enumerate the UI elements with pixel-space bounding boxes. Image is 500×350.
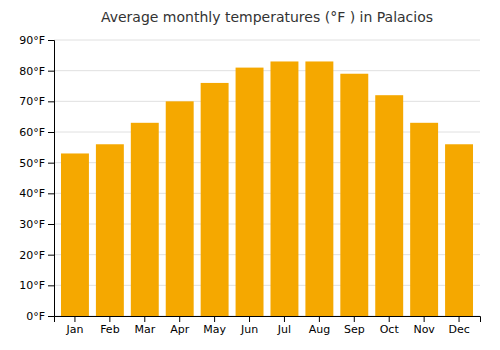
x-tick: Nov xyxy=(413,316,435,336)
bar xyxy=(340,74,368,316)
bar xyxy=(131,123,159,316)
grid-line xyxy=(54,70,480,71)
y-tick-label: 20°F xyxy=(19,249,45,262)
bar xyxy=(375,95,403,316)
y-axis-line xyxy=(48,41,55,317)
bar xyxy=(96,144,124,316)
x-tick-mark xyxy=(144,316,145,322)
y-tick: 60°F xyxy=(19,126,54,139)
y-tick-label: 60°F xyxy=(19,126,45,139)
x-tick-label: Nov xyxy=(413,323,435,336)
x-tick: Jun xyxy=(240,316,258,336)
y-tick: 80°F xyxy=(19,65,54,78)
grid xyxy=(54,40,480,316)
y-tick-label: 50°F xyxy=(19,157,45,170)
x-axis: Jan Feb Mar Apr May Jun Jul Aug Sep Oct Nov Dec xyxy=(55,316,481,336)
x-tick: Oct xyxy=(380,316,400,336)
x-tick: Jul xyxy=(277,316,291,336)
y-axis: 0°F 10°F 20°F 30°F 40°F 50°F 60°F 70°F 80°F 90°F xyxy=(19,34,54,323)
x-tick-label: Apr xyxy=(170,323,190,336)
x-tick-mark xyxy=(74,316,75,322)
y-tick-mark xyxy=(48,40,54,41)
bar xyxy=(201,83,229,316)
bar xyxy=(410,123,438,316)
bar xyxy=(166,101,194,316)
y-tick-label: 70°F xyxy=(19,95,45,108)
x-tick: Jan xyxy=(65,316,83,336)
bar xyxy=(305,61,333,316)
y-tick-label: 10°F xyxy=(19,279,45,292)
bar xyxy=(61,153,89,316)
y-tick: 10°F xyxy=(19,279,54,292)
y-tick-label: 80°F xyxy=(19,65,45,78)
x-tick-label: Feb xyxy=(100,323,119,336)
x-axis-line xyxy=(55,317,481,323)
x-tick-mark xyxy=(354,316,355,322)
y-tick-mark xyxy=(48,224,54,225)
y-tick-mark xyxy=(48,132,54,133)
y-tick: 90°F xyxy=(19,34,54,47)
x-tick-mark xyxy=(109,316,110,322)
x-tick: May xyxy=(203,316,226,336)
x-tick: Sep xyxy=(344,316,365,336)
x-tick: Apr xyxy=(170,316,190,336)
plot-area xyxy=(61,61,473,316)
x-tick-label: Dec xyxy=(448,323,469,336)
bar xyxy=(445,144,473,316)
y-tick-label: 0°F xyxy=(26,310,45,323)
y-tick-mark xyxy=(48,193,54,194)
chart-svg: Jan Feb Mar Apr May Jun Jul Aug Sep Oct Nov Dec 0°F 1… xyxy=(0,0,500,350)
grid-line xyxy=(54,101,480,102)
x-tick: Dec xyxy=(448,316,469,336)
x-tick-mark xyxy=(249,316,250,322)
x-tick-label: Jul xyxy=(277,323,291,336)
chart-container: Jan Feb Mar Apr May Jun Jul Aug Sep Oct Nov Dec 0°F 1… xyxy=(0,0,500,350)
x-tick-mark xyxy=(389,316,390,322)
x-tick-mark xyxy=(214,316,215,322)
y-tick-label: 90°F xyxy=(19,34,45,47)
y-tick: 30°F xyxy=(19,218,54,231)
x-tick-label: Mar xyxy=(134,323,155,336)
x-tick: Aug xyxy=(309,316,330,336)
y-tick-mark xyxy=(48,163,54,164)
x-tick-label: May xyxy=(203,323,226,336)
y-tick: 0°F xyxy=(26,310,54,323)
x-tick-label: Oct xyxy=(380,323,400,336)
x-tick-label: Jun xyxy=(240,323,258,336)
x-tick-mark xyxy=(319,316,320,322)
y-tick-mark xyxy=(48,255,54,256)
bar xyxy=(270,61,298,316)
y-tick: 40°F xyxy=(19,187,54,200)
y-tick-mark xyxy=(48,101,54,102)
chart-title: Average monthly temperatures (°F ) in Pa… xyxy=(101,9,433,25)
bar xyxy=(236,68,264,316)
y-tick: 20°F xyxy=(19,249,54,262)
x-tick-mark xyxy=(179,316,180,322)
y-tick-mark xyxy=(48,316,54,317)
x-tick-label: Aug xyxy=(309,323,330,336)
y-tick: 50°F xyxy=(19,157,54,170)
x-tick-mark xyxy=(424,316,425,322)
x-tick-mark xyxy=(459,316,460,322)
x-tick: Mar xyxy=(134,316,155,336)
x-tick-mark xyxy=(284,316,285,322)
y-tick-label: 30°F xyxy=(19,218,45,231)
grid-line xyxy=(54,40,480,41)
y-tick-label: 40°F xyxy=(19,187,45,200)
y-tick-mark xyxy=(48,71,54,72)
x-tick: Feb xyxy=(100,316,119,336)
x-tick-label: Sep xyxy=(344,323,365,336)
y-tick-mark xyxy=(48,285,54,286)
x-tick-label: Jan xyxy=(65,323,83,336)
y-tick: 70°F xyxy=(19,95,54,108)
